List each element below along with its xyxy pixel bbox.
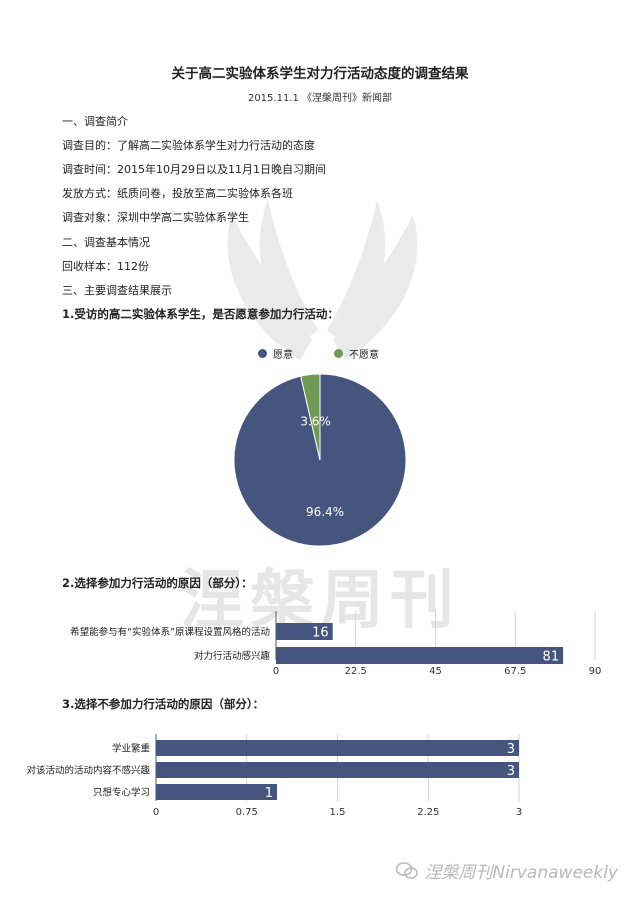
bar-value-label: 1	[265, 786, 273, 801]
x-tick-label: 0	[273, 666, 279, 677]
x-tick-label: 3	[516, 807, 522, 818]
chart1-pie: 96.4% 3.6%	[233, 373, 407, 547]
wings-watermark-icon	[227, 200, 418, 360]
page-title: 关于高二实验体系学生对力行活动态度的调查结果	[171, 66, 469, 82]
x-tick-label: 22.5	[345, 666, 367, 677]
x-tick-label: 1.5	[330, 807, 346, 818]
x-tick-label: 0.75	[236, 807, 258, 818]
legend-swatch-icon	[334, 349, 343, 358]
bar	[156, 762, 519, 778]
section-2-heading: 二、调查基本情况	[62, 236, 150, 249]
bar	[156, 784, 277, 800]
chart2-title: 2.选择参加力行活动的原因（部分）：	[62, 576, 253, 590]
x-tick-label: 45	[429, 666, 442, 677]
y-category-label: 对该活动的活动内容不感兴趣	[26, 765, 150, 777]
x-tick-label: 90	[589, 666, 602, 677]
pie-label-yes: 96.4%	[306, 505, 344, 519]
x-tick-label: 67.5	[504, 666, 526, 677]
footer-text: 涅槃周刊Nirvanaweekly	[424, 863, 618, 883]
bar-value-label: 16	[312, 626, 329, 641]
survey-method: 发放方式：纸质问卷，投放至高二实验体系各班	[62, 187, 293, 200]
bar	[276, 647, 564, 664]
chart3-bar: 0 0.75 1.5 2.25 3 学业繁重 3 对该活动的活动内容不感兴趣 3 只想专心学习 1	[26, 734, 522, 818]
y-category-label: 希望能参与有“实验体系”原课程设置风格的活动	[70, 626, 270, 638]
section-1-heading: 一、调查简介	[62, 115, 128, 128]
bar-value-label: 3	[507, 764, 515, 779]
survey-time: 调查时间：2015年10月29日以及11月1日晚自习期间	[62, 163, 326, 176]
page-subtitle: 2015.11.1 《涅槃周刊》新闻部	[247, 93, 393, 104]
survey-purpose: 调查目的：了解高二实验体系学生对力行活动的态度	[62, 139, 315, 152]
chart3-title: 3.选择不参加力行活动的原因（部分）：	[62, 697, 265, 711]
legend-label: 愿意	[273, 350, 293, 361]
legend-label: 不愿意	[349, 350, 379, 361]
legend-swatch-icon	[258, 349, 267, 358]
x-tick-label: 2.25	[417, 807, 439, 818]
bar-value-label: 81	[543, 650, 560, 665]
bar	[276, 623, 333, 640]
footer-brand: 涅槃周刊Nirvanaweekly	[396, 858, 618, 883]
chart2-bar: 0 22.5 45 67.5 90 希望能参与有“实验体系”原课程设置风格的活动 16 对力行…	[70, 611, 602, 677]
chart1-legend-item-no: 不愿意	[334, 346, 379, 361]
survey-subject: 调查对象：深圳中学高二实验体系学生	[62, 211, 249, 224]
section-3-heading: 三、主要调查结果展示	[62, 284, 172, 297]
sample-size: 回收样本：112份	[62, 260, 149, 273]
pie-slice-no	[300, 373, 321, 461]
y-category-label: 只想专心学习	[93, 787, 150, 799]
chart1-legend-item-yes: 愿意	[258, 346, 293, 361]
y-category-label: 对力行活动感兴趣	[194, 650, 271, 662]
bar-value-label: 3	[507, 742, 515, 757]
x-tick-label: 0	[153, 807, 159, 818]
wechat-icon	[396, 861, 419, 879]
chart1-title: 1.受访的高二实验体系学生，是否愿意参加力行活动：	[62, 307, 339, 321]
bar	[156, 740, 519, 756]
pie-label-no: 3.6%	[300, 415, 331, 429]
y-category-label: 学业繁重	[112, 743, 151, 755]
